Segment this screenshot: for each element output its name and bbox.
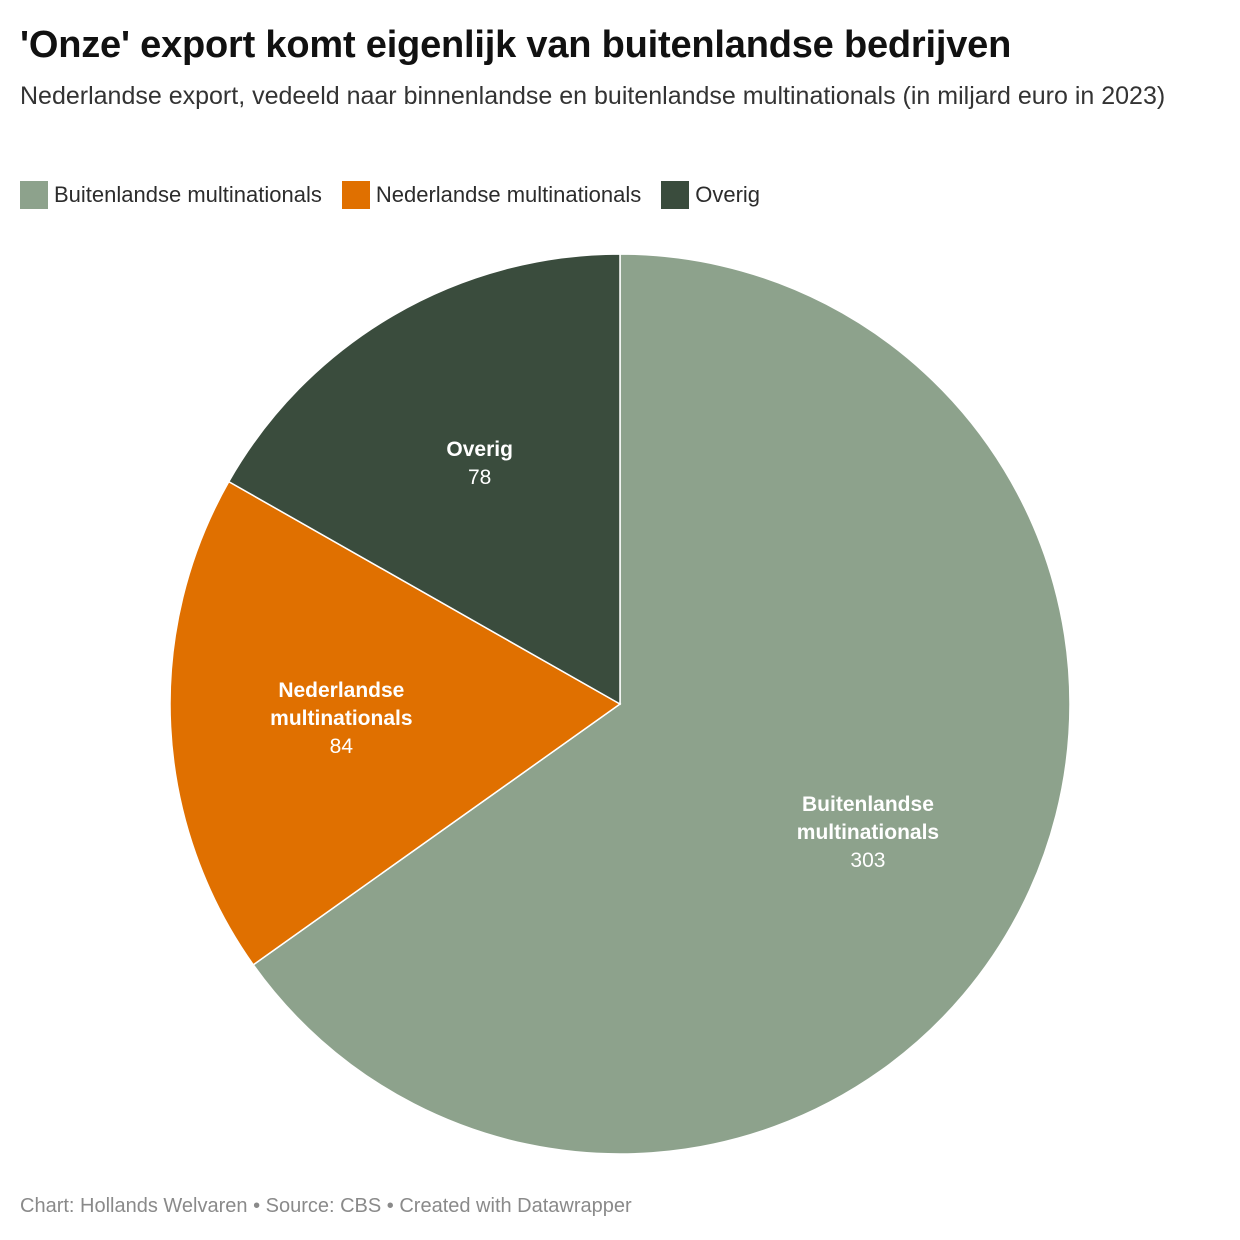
legend-swatch-overig <box>661 181 690 209</box>
pie-slice-overig <box>227 253 621 706</box>
pie-slice-buitenlandse <box>252 253 1071 1155</box>
slice-value-nederlandse: 84 <box>330 735 354 758</box>
slice-label-name-buitenlandse: Buitenlandse <box>802 793 934 816</box>
legend-item-nederlandse: Nederlandse multinationals <box>341 181 642 209</box>
legend-swatch-nederlandse <box>341 181 370 209</box>
chart-subtitle: Nederlandse export, vedeeld naar binnenl… <box>20 82 1166 110</box>
slice-label-name-buitenlandse: multinationals <box>797 821 939 844</box>
chart-legend: Buitenlandse multinationals Nederlandse … <box>20 181 760 209</box>
slice-value-overig: 78 <box>468 466 491 489</box>
chart-title: 'Onze' export komt eigenlijk van buitenl… <box>20 24 1012 66</box>
slice-label-nederlandse: Nederlandse multinationals 84 <box>270 679 412 758</box>
pie-chart-area: Buitenlandse multinationals 303 Nederlandse… <box>0 240 1240 1170</box>
legend-label-buitenlandse: Buitenlandse multinationals <box>54 182 322 207</box>
chart-header: 'Onze' export komt eigenlijk van buitenl… <box>20 22 1225 113</box>
slice-label-overig: Overig 78 <box>446 438 513 489</box>
legend-item-overig: Overig <box>661 181 760 209</box>
chart-footer: Chart: Hollands Welvaren • Source: CBS •… <box>20 1195 632 1217</box>
legend-item-buitenlandse: Buitenlandse multinationals <box>20 181 322 209</box>
slice-label-buitenlandse: Buitenlandse multinationals 303 <box>797 793 939 872</box>
slice-label-name-overig: Overig <box>446 438 513 461</box>
legend-label-overig: Overig <box>695 182 761 207</box>
legend-swatch-buitenlandse <box>20 181 48 209</box>
pie-chart: Buitenlandse multinationals 303 Nederlandse… <box>169 253 1071 1155</box>
slice-label-name-nederlandse: Nederlandse <box>278 679 404 702</box>
slice-label-name-nederlandse: multinationals <box>270 707 412 730</box>
legend-label-nederlandse: Nederlandse multinationals <box>375 182 642 207</box>
slice-value-buitenlandse: 303 <box>850 849 885 872</box>
pie-slice-nederlandse <box>169 480 622 966</box>
